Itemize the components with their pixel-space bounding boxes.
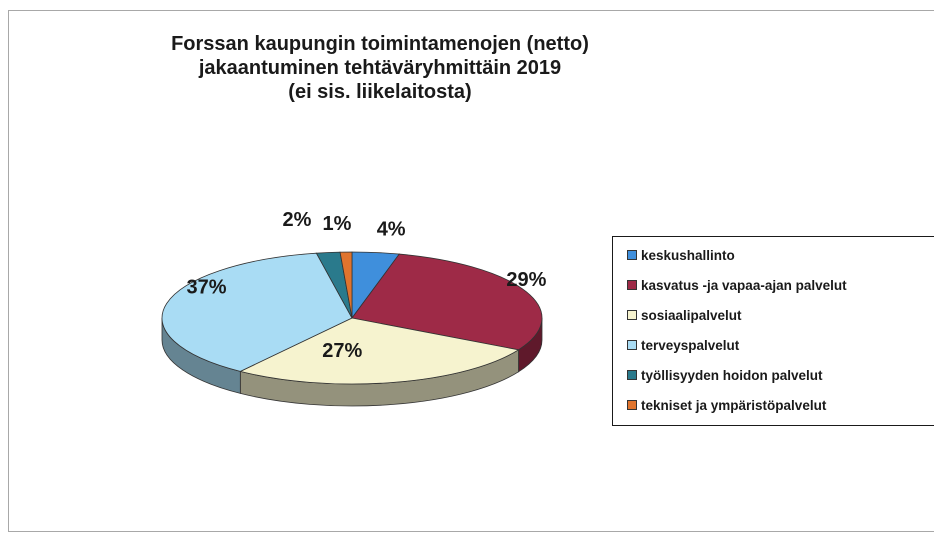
pie-slice-1 [351, 253, 543, 351]
chart-title-line-3: (ei sis. liikelaitosta) [288, 81, 472, 103]
pie-slice-2 [239, 317, 520, 385]
legend-label: kasvatus -ja vapaa-ajan palvelut [641, 277, 847, 293]
legend-label: terveyspalvelut [641, 337, 740, 353]
pie-slice-3 [161, 252, 353, 372]
data-label-0: 4% [377, 218, 406, 240]
legend-swatch [627, 340, 637, 350]
data-label-4: 2% [282, 209, 311, 231]
legend-item: kasvatus -ja vapaa-ajan palvelut [627, 275, 847, 295]
chart-title-line-1: Forssan kaupungin toimintamenojen (netto… [171, 33, 589, 55]
legend: keskushallinto kasvatus -ja vapaa-ajan pa… [612, 236, 934, 426]
data-label-2: 27% [322, 340, 362, 362]
legend-item: työllisyyden hoidon palvelut [627, 365, 823, 385]
data-label-1: 29% [506, 269, 546, 291]
legend-item: terveyspalvelut [627, 335, 739, 355]
pie-slice-5 [339, 251, 353, 319]
legend-swatch [627, 310, 637, 320]
legend-label: keskushallinto [641, 247, 735, 263]
legend-swatch [627, 250, 637, 260]
legend-swatch [627, 370, 637, 380]
chart-title-line-2: jakaantuminen tehtäväryhmittäin 2019 [198, 57, 562, 79]
legend-label: tekniset ja ympäristöpalvelut [641, 397, 827, 413]
legend-label: sosiaalipalvelut [641, 307, 742, 323]
legend-swatch [627, 400, 637, 410]
legend-item: keskushallinto [627, 245, 735, 265]
chart-title: Forssan kaupungin toimintamenojen (netto… [140, 32, 620, 104]
legend-label: työllisyyden hoidon palvelut [641, 367, 823, 383]
data-label-3: 37% [186, 277, 226, 299]
legend-item: tekniset ja ympäristöpalvelut [627, 395, 826, 415]
legend-item: sosiaalipalvelut [627, 305, 742, 325]
legend-swatch [627, 280, 637, 290]
data-label-5: 1% [323, 213, 352, 235]
